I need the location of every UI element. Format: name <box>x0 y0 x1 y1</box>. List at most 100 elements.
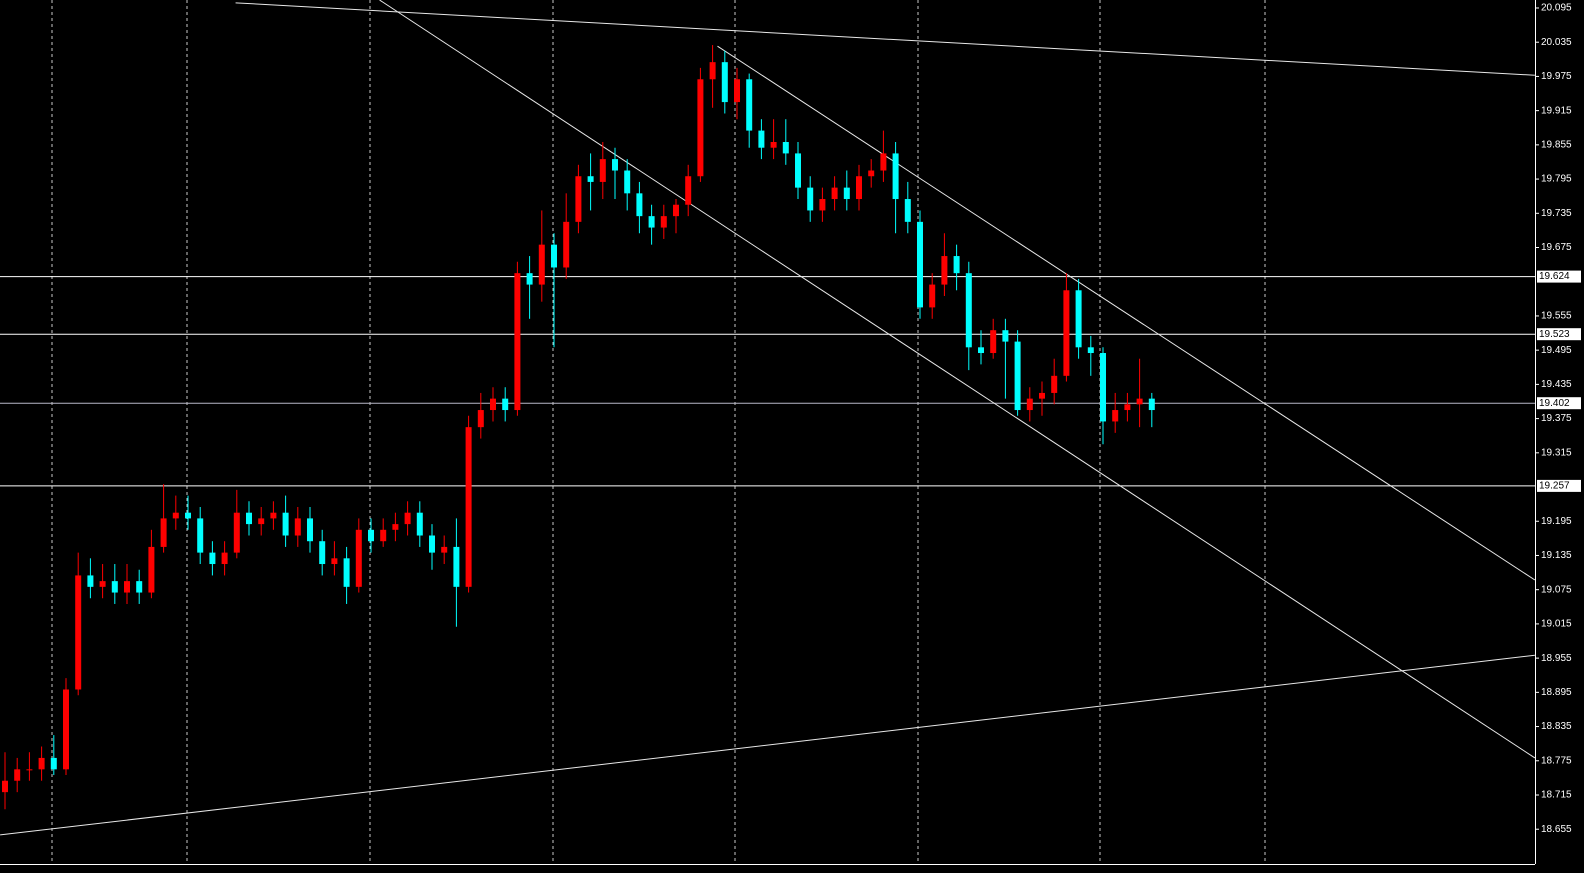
candle-body <box>87 575 94 587</box>
candle-body <box>868 170 875 177</box>
candle-body <box>124 581 130 593</box>
y-tick-label: 19.495 <box>1541 345 1572 356</box>
y-tick-label: 19.195 <box>1541 516 1572 527</box>
candle-body <box>282 512 289 536</box>
y-tick-label: 19.975 <box>1541 71 1572 82</box>
candle-body <box>355 529 362 587</box>
candle-body <box>1026 398 1033 411</box>
candle-body <box>941 256 948 285</box>
candle-body <box>929 284 936 308</box>
y-tick-label: 19.435 <box>1541 379 1572 390</box>
candle-body <box>843 187 850 200</box>
candle-body <box>538 244 545 285</box>
candle-body <box>685 176 692 205</box>
candle-body <box>307 518 313 542</box>
candle-body <box>660 216 667 228</box>
candle-body <box>624 170 631 194</box>
candle-body <box>599 159 606 182</box>
candle-body <box>50 757 57 770</box>
candle-body <box>404 512 411 525</box>
candle-body <box>1100 353 1106 422</box>
y-tick-label: 20.095 <box>1541 3 1572 14</box>
candle-body <box>99 581 106 587</box>
candle-body <box>526 273 533 285</box>
candle-body <box>807 187 814 211</box>
candle-body <box>819 199 826 211</box>
trendline <box>379 0 1535 759</box>
y-tick-label: 18.895 <box>1541 687 1572 698</box>
y-tick-label: 18.955 <box>1541 653 1572 664</box>
candle-body <box>563 221 570 268</box>
candle-body <box>441 546 448 553</box>
price-label-box <box>1537 270 1581 283</box>
y-tick-label: 19.915 <box>1541 105 1572 116</box>
candle-body <box>14 769 21 781</box>
candle-body <box>319 541 326 565</box>
y-tick-label: 18.775 <box>1541 755 1572 766</box>
candle-body <box>990 330 997 354</box>
candle-body <box>294 518 301 536</box>
y-tick-label: 19.795 <box>1541 174 1572 185</box>
candle-body <box>1136 398 1143 405</box>
candle-body <box>746 79 753 131</box>
candle-body <box>38 757 45 770</box>
candle-body <box>795 153 801 188</box>
candle-body <box>209 552 216 565</box>
candle-body <box>416 512 423 536</box>
candle-body <box>197 518 204 553</box>
candle-body <box>221 552 228 565</box>
candle-body <box>551 244 557 268</box>
y-tick-label: 20.035 <box>1541 37 1572 48</box>
candle-body <box>770 142 777 148</box>
candle-body <box>185 512 191 519</box>
candle-body <box>697 79 704 177</box>
trendline <box>235 2 1535 76</box>
candle-body <box>246 512 252 525</box>
candle-body <box>1112 410 1119 422</box>
candle-body <box>1087 347 1094 354</box>
trendline <box>717 45 1535 581</box>
candle-body <box>233 512 240 553</box>
candle-body <box>429 535 435 553</box>
price-label-box <box>1537 328 1581 341</box>
candle-body <box>502 398 509 411</box>
y-tick-label: 19.675 <box>1541 242 1572 253</box>
price-label: 19.402 <box>1539 398 1570 409</box>
y-tick-label: 19.015 <box>1541 619 1572 630</box>
y-tick-label: 19.555 <box>1541 311 1572 322</box>
candle-body <box>477 410 484 428</box>
candle-body <box>612 159 618 171</box>
candle-body <box>258 518 265 525</box>
candle-body <box>856 176 862 200</box>
candle-body <box>758 130 765 148</box>
candle-body <box>160 518 167 547</box>
y-tick-label: 19.135 <box>1541 550 1572 561</box>
candle-body <box>734 79 740 103</box>
y-tick-label: 18.715 <box>1541 790 1572 801</box>
candle-body <box>782 142 789 154</box>
trendline <box>0 654 1535 836</box>
y-tick-label: 19.375 <box>1541 413 1572 424</box>
candle-body <box>368 529 374 542</box>
candle-body <box>75 575 82 690</box>
candle-body <box>514 273 521 411</box>
price-label: 19.257 <box>1539 481 1570 492</box>
price-label: 19.624 <box>1539 271 1570 282</box>
price-label: 19.523 <box>1539 329 1570 340</box>
candle-body <box>636 193 643 217</box>
candle-body <box>575 176 582 222</box>
price-label-box <box>1537 397 1581 410</box>
candle-body <box>648 216 655 228</box>
time-grid <box>51 0 1266 864</box>
candle-body <box>1051 375 1058 393</box>
y-tick-label: 19.315 <box>1541 447 1572 458</box>
y-tick-label: 18.835 <box>1541 721 1572 732</box>
candle-body <box>380 529 387 542</box>
candle-body <box>953 256 960 274</box>
candle-body <box>1075 290 1082 348</box>
candle-body <box>136 581 143 593</box>
candle-body <box>965 273 972 348</box>
candle-body <box>26 769 33 771</box>
candle-body <box>148 546 155 593</box>
